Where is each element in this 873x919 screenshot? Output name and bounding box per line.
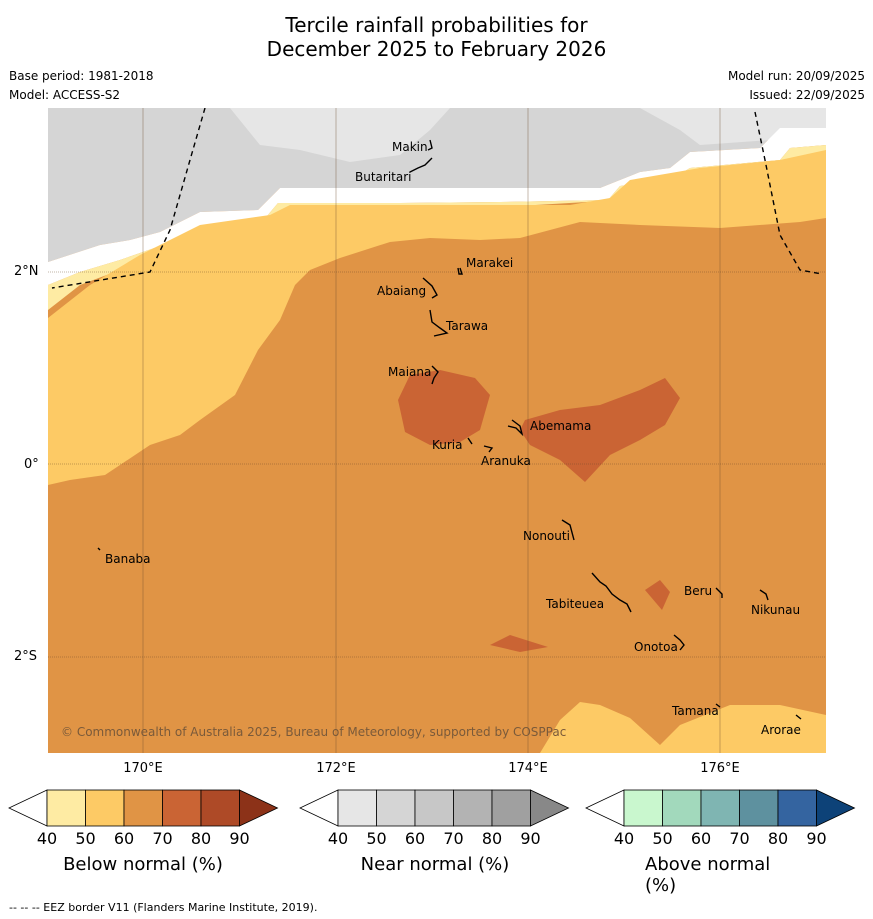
region-near-50-60 <box>48 108 826 262</box>
colorbar-label-above: Above normal (%) <box>645 854 771 896</box>
colorbar-near-segment <box>337 789 377 827</box>
map-area: Makin Butaritari Marakei Abaiang Tarawa … <box>48 108 826 753</box>
island-label-banaba: Banaba <box>105 552 151 566</box>
colorbar-near-high-extend <box>530 789 570 827</box>
colorbar-near-low-extend <box>299 789 339 827</box>
colorbar-above-segment <box>777 789 817 827</box>
colorbar-near-tick: 60 <box>404 829 426 848</box>
colorbar-label-below: Below normal (%) <box>63 854 223 875</box>
colorbar-above-high-extend <box>816 789 856 827</box>
colorbar-below-tick: 80 <box>190 829 212 848</box>
colorbar-below-segment <box>162 789 202 827</box>
colorbar-above-segment <box>739 789 779 827</box>
issued-date: Issued: 22/09/2025 <box>749 88 865 102</box>
region-below-70-80-abemama <box>520 378 680 482</box>
eez-border-west <box>51 108 206 289</box>
base-period: Base period: 1981-2018 <box>9 69 154 83</box>
island-label-beru: Beru <box>684 584 712 598</box>
island-label-nonouti: Nonouti <box>523 529 570 543</box>
lat-label-2s: 2°S <box>14 649 38 664</box>
island-label-nikunau: Nikunau <box>751 603 800 617</box>
colorbar-above-tick: 60 <box>690 829 712 848</box>
colorbar-below-segment <box>46 789 86 827</box>
region-below-70-80-onotoa <box>490 635 548 652</box>
island-label-butaritari: Butaritari <box>355 170 412 184</box>
colorbar-above-tick: 70 <box>729 829 750 848</box>
colorbar-below-segment <box>123 789 163 827</box>
eez-footnote: -- -- -- EEZ border V11 (Flanders Marine… <box>9 901 318 914</box>
colorbars <box>8 789 856 827</box>
island-outlines <box>97 139 802 720</box>
colorbar-below-segment <box>85 789 125 827</box>
colorbar-below-tick: 40 <box>36 829 58 848</box>
lon-label-172e: 172°E <box>316 761 356 776</box>
title-line-1: Tercile rainfall probabilities for <box>285 13 588 37</box>
island-label-marakei: Marakei <box>466 256 513 270</box>
grid-lines <box>48 108 826 753</box>
colorbar-above-segment <box>623 789 663 827</box>
island-label-tamana: Tamana <box>671 704 719 718</box>
lat-label-2n: 2°N <box>14 264 39 279</box>
colorbar-near-segment <box>453 789 493 827</box>
island-label-arorae: Arorae <box>761 723 801 737</box>
island-label-onotoa: Onotoa <box>634 640 678 654</box>
island-label-kuria: Kuria <box>432 438 463 452</box>
colorbar-near-tick: 50 <box>366 829 387 848</box>
colorbar-above-segment <box>700 789 740 827</box>
colorbar-near-segment <box>491 789 531 827</box>
colorbar-below-low-extend <box>8 789 48 827</box>
colorbar-above-low-extend <box>585 789 625 827</box>
colorbar-near-tick: 40 <box>327 829 349 848</box>
island-label-maiana: Maiana <box>388 365 431 379</box>
region-below-70-80-maiana <box>398 370 490 445</box>
colorbar-near-tick: 70 <box>443 829 464 848</box>
colorbar-below-tick: 70 <box>152 829 173 848</box>
copyright-text: © Commonwealth of Australia 2025, Bureau… <box>61 725 566 739</box>
colorbar-near-segment <box>414 789 454 827</box>
lon-label-170e: 170°E <box>123 761 163 776</box>
colorbar-above-tick: 90 <box>806 829 827 848</box>
colorbar-below-tick: 60 <box>113 829 135 848</box>
island-label-tabiteuea: Tabiteuea <box>545 597 604 611</box>
colorbar-above-tick: 40 <box>613 829 635 848</box>
island-label-abaiang: Abaiang <box>377 284 426 298</box>
region-below-50-60-north <box>48 150 826 485</box>
region-near-40-50 <box>230 108 450 162</box>
colorbar-below-tick: 50 <box>75 829 96 848</box>
lat-label-0: 0° <box>24 457 39 472</box>
model-name: Model: ACCESS-S2 <box>9 88 121 102</box>
colorbar-near-tick: 80 <box>481 829 503 848</box>
title-line-2: December 2025 to February 2026 <box>266 37 607 61</box>
colorbar-above-tick: 80 <box>767 829 789 848</box>
region-below-50-60-south <box>540 702 826 753</box>
colorbar-above-tick: 50 <box>652 829 673 848</box>
lon-label-174e: 174°E <box>508 761 548 776</box>
island-label-aranuka: Aranuka <box>481 454 531 468</box>
colorbar-near-segment <box>376 789 416 827</box>
colorbar-below-high-extend <box>239 789 279 827</box>
lon-label-176e: 176°E <box>700 761 740 776</box>
island-label-tarawa: Tarawa <box>445 319 488 333</box>
colorbar-near-tick: 90 <box>520 829 541 848</box>
eez-border-east <box>754 111 823 275</box>
region-near-40-50-east <box>640 108 826 145</box>
colorbar-below-segment <box>200 789 240 827</box>
island-label-makin: Makin <box>392 140 428 154</box>
model-run: Model run: 20/09/2025 <box>727 69 865 83</box>
colorbar-label-near: Near normal (%) <box>360 854 510 875</box>
colorbar-above-segment <box>662 789 702 827</box>
island-label-abemama: Abemama <box>530 419 591 433</box>
colorbar-below-tick: 90 <box>229 829 250 848</box>
region-below-70-80-beru <box>645 580 670 610</box>
